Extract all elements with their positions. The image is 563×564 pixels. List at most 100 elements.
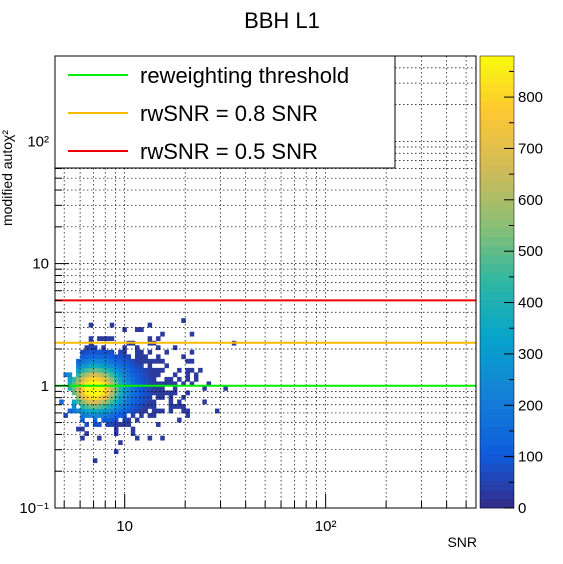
colorbar-segment — [480, 354, 514, 364]
heatmap-cell — [126, 363, 132, 369]
heatmap-cell — [185, 376, 191, 382]
heatmap-cell — [97, 363, 102, 369]
colorbar: 0 100 200 300 400 500 600 700 800 — [479, 55, 543, 517]
heatmap-cell — [118, 390, 123, 396]
heatmap-cell — [122, 372, 127, 378]
heatmap-cell — [147, 381, 153, 387]
heatmap-cell — [113, 358, 119, 364]
heatmap-cell — [76, 376, 81, 382]
heatmap-cell — [130, 426, 136, 432]
y-tick-label: 10 — [32, 256, 49, 273]
y-tick-labels: 10⁻¹ 1 10 10² — [19, 133, 49, 517]
heatmap-cell — [126, 399, 132, 405]
heatmap-cell — [80, 399, 85, 405]
colorbar-tick-label: 500 — [518, 243, 543, 260]
legend-label-2: rwSNR = 0.5 SNR — [140, 139, 318, 164]
heatmap-cell — [185, 358, 191, 364]
heatmap-cell — [84, 376, 89, 382]
heatmap-cell — [92, 349, 98, 355]
heatmap-cell — [101, 385, 106, 391]
colorbar-segment — [480, 408, 514, 418]
heatmap-cell — [92, 458, 98, 464]
heatmap-cell — [126, 354, 132, 360]
heatmap-cell — [84, 408, 89, 414]
heatmap-cell — [71, 381, 77, 387]
colorbar-segment — [480, 56, 514, 66]
heatmap-cell — [97, 399, 102, 405]
heatmap-cell — [118, 399, 123, 405]
heatmap-cell — [88, 381, 94, 387]
colorbar-segment — [480, 272, 514, 283]
colorbar-segment — [480, 146, 514, 156]
heatmap-cell — [126, 395, 132, 400]
heatmap-cell — [130, 404, 136, 409]
colorbar-tick-label: 100 — [518, 449, 543, 466]
heatmap-cell — [151, 385, 157, 391]
heatmap-cell — [134, 390, 140, 396]
heatmap-cell — [122, 345, 127, 351]
y-tick-label: 10⁻¹ — [19, 500, 49, 517]
heatmap-cell — [134, 385, 140, 391]
heatmap-cell — [147, 349, 153, 355]
heatmap-cell — [80, 381, 85, 387]
heatmap-cell — [101, 408, 106, 414]
heatmap-cell — [147, 367, 153, 373]
heatmap-cell — [105, 363, 111, 369]
heatmap-cell — [193, 372, 199, 378]
heatmap-cell — [134, 327, 140, 333]
heatmap-cell — [130, 358, 136, 364]
heatmap-cell — [80, 426, 85, 432]
heatmap-cell — [88, 367, 94, 373]
heatmap-cell — [189, 349, 195, 355]
heatmap-cell — [185, 372, 191, 378]
heatmap-cell — [105, 381, 111, 387]
heatmap-cell — [118, 404, 123, 409]
heatmap-cell — [67, 381, 73, 387]
heatmap-cell — [172, 404, 178, 409]
heatmap-cell — [80, 372, 85, 378]
heatmap-cell — [156, 354, 161, 360]
heatmap-cell — [109, 367, 115, 373]
heatmap-cell — [76, 390, 81, 396]
heatmap-cell — [147, 363, 153, 369]
heatmap-cell — [118, 422, 123, 427]
heatmap-cell — [71, 404, 77, 409]
heatmap-cell — [84, 349, 89, 355]
colorbar-segment — [480, 245, 514, 256]
heatmap-cell — [118, 381, 123, 387]
heatmap-cell — [105, 376, 111, 382]
heatmap-cell — [109, 422, 115, 427]
heatmap-cell — [92, 354, 98, 360]
heatmap-cell — [113, 408, 119, 414]
heatmap-cell — [105, 408, 111, 414]
heatmap-cell — [130, 413, 136, 418]
heatmap-cell — [92, 413, 98, 418]
heatmap-cell — [130, 363, 136, 369]
heatmap-cell — [88, 358, 94, 364]
heatmap-cell — [101, 358, 106, 364]
heatmap-cell — [80, 435, 85, 441]
heatmap-cell — [109, 399, 115, 405]
heatmap-cell — [147, 336, 153, 342]
heatmap-cell — [139, 385, 144, 391]
colorbar-tick-label: 600 — [518, 192, 543, 209]
heatmap-cell — [105, 358, 111, 364]
colorbar-segment — [480, 128, 514, 138]
colorbar-tick-label: 200 — [518, 397, 543, 414]
heatmap-cell — [160, 358, 165, 364]
heatmap-cell — [80, 417, 85, 423]
heatmap-cell — [63, 413, 68, 418]
heatmap-cell — [113, 413, 119, 418]
heatmap-cell — [97, 372, 102, 378]
heatmap-cell — [118, 413, 123, 418]
y-axis-label: modified autoχ² — [0, 130, 15, 226]
y-tick-label: 10² — [27, 133, 49, 150]
heatmap-cell — [181, 318, 186, 323]
heatmap-cell — [84, 367, 89, 373]
heatmap-cell — [92, 399, 98, 405]
threshold-lines — [55, 299, 476, 387]
heatmap-cell — [105, 336, 111, 342]
heatmap-cell — [151, 408, 157, 414]
heatmap-cell — [84, 372, 89, 378]
heatmap-cell — [151, 372, 157, 378]
